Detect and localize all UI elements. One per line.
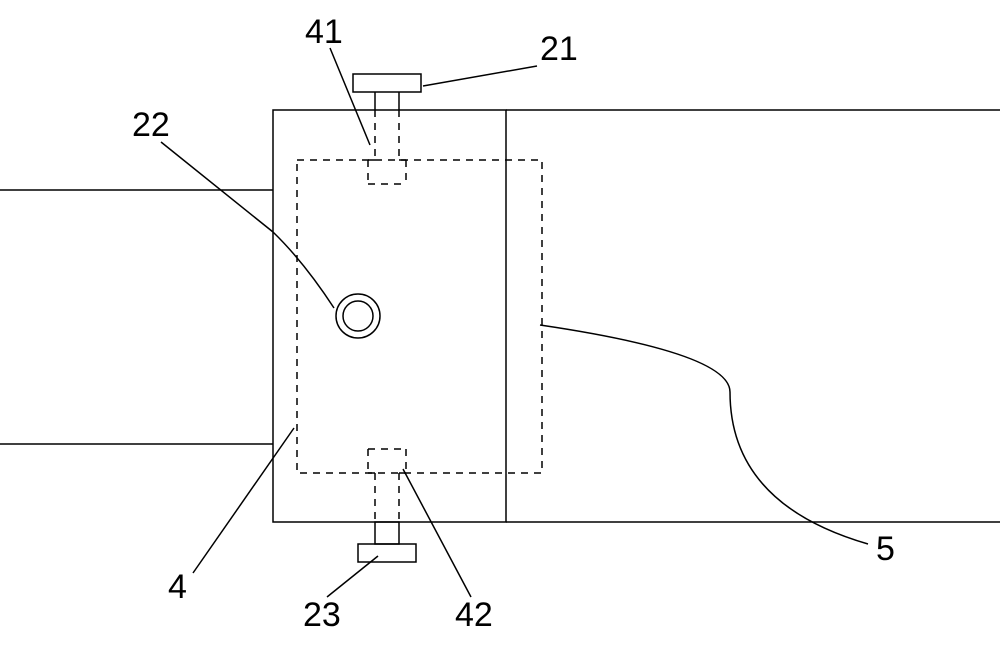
leader-22 (161, 142, 334, 308)
leader-21 (423, 66, 537, 86)
label-42: 42 (455, 596, 493, 634)
circle-inner (343, 301, 373, 331)
leader-23 (327, 556, 378, 597)
outer-rect (273, 110, 506, 522)
label-4: 4 (168, 568, 187, 606)
leader-41 (330, 48, 370, 145)
leader-5 (540, 325, 868, 544)
label-23: 23 (303, 596, 341, 634)
leader-4 (193, 428, 294, 573)
label-5: 5 (876, 530, 895, 568)
label-41: 41 (305, 13, 343, 51)
top-bolt-head (353, 74, 421, 92)
bot-bolt-head (358, 544, 416, 562)
label-21: 21 (540, 30, 578, 68)
bot-bolt-shaft (375, 522, 399, 544)
label-22: 22 (132, 106, 170, 144)
leader-42 (403, 469, 471, 597)
